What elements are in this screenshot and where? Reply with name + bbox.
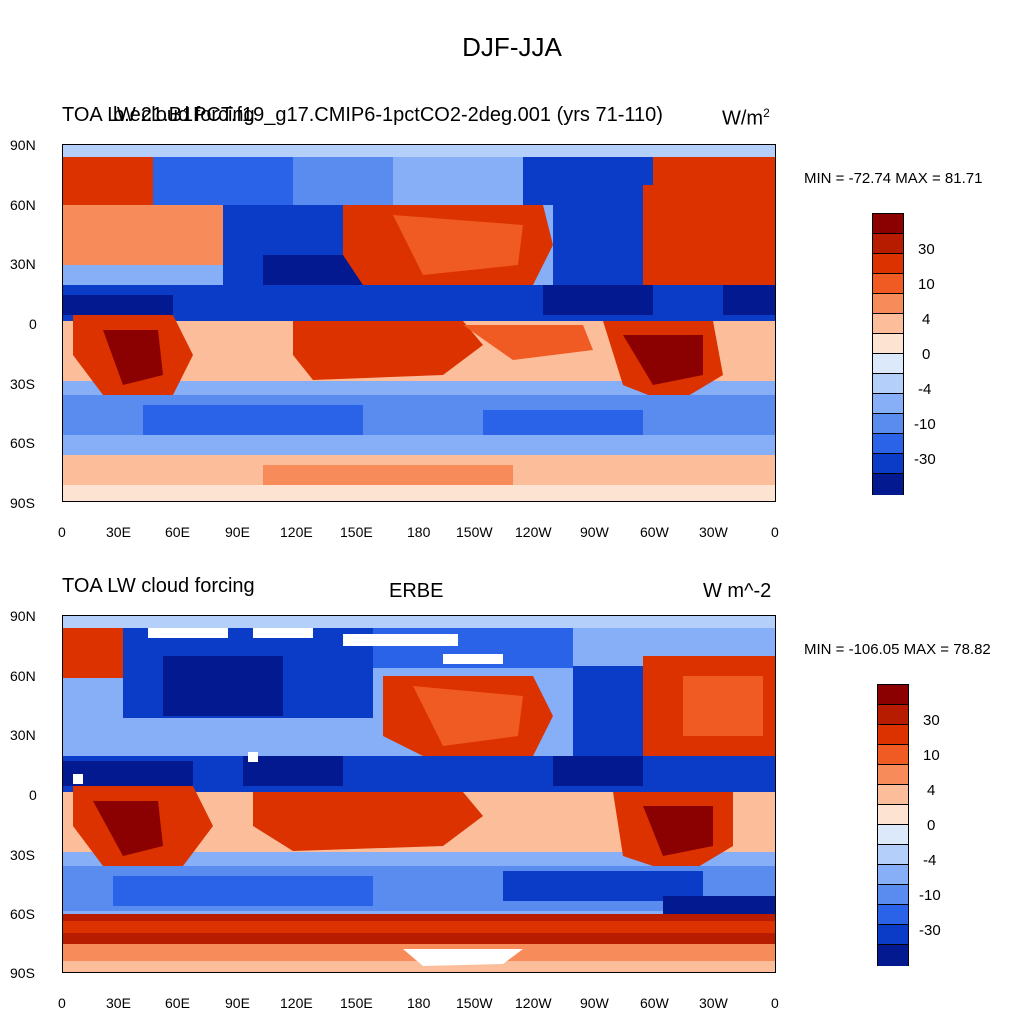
panel2-map bbox=[62, 615, 776, 973]
panel1-lon-tick: 90E bbox=[225, 524, 250, 540]
colorbar-swatch bbox=[878, 905, 908, 925]
colorbar-swatch bbox=[878, 825, 908, 845]
panel1-lat-tick: 30N bbox=[10, 256, 36, 272]
panel2-lon-tick: 150W bbox=[456, 995, 493, 1011]
panel1-lon-tick: 120W bbox=[515, 524, 552, 540]
panel1-lon-tick: 150E bbox=[340, 524, 373, 540]
panel1-colorbar-label: -4 bbox=[918, 381, 932, 398]
panel1-colorbar-label: -30 bbox=[914, 451, 936, 468]
panel2-colorbar-label: -10 bbox=[919, 887, 941, 904]
colorbar-swatch bbox=[873, 234, 903, 254]
panel2-lon-tick: 150E bbox=[340, 995, 373, 1011]
colorbar-swatch bbox=[878, 885, 908, 905]
panel2-lon-tick: 30W bbox=[699, 995, 728, 1011]
panel2-colorbar-label: 10 bbox=[923, 747, 940, 764]
colorbar-swatch bbox=[873, 374, 903, 394]
panel1-lat-tick: 90S bbox=[10, 495, 35, 511]
panel1-colorbar bbox=[872, 213, 904, 495]
panel2-lon-tick: 60E bbox=[165, 995, 190, 1011]
panel1-center-title: b.e21.B1PCT.f19_g17.CMIP6-1pctCO2-2deg.0… bbox=[113, 104, 663, 126]
panel2-lat-tick: 60S bbox=[10, 906, 35, 922]
colorbar-swatch bbox=[873, 414, 903, 434]
panel2-lat-tick: 60N bbox=[10, 668, 36, 684]
panel2-lon-tick: 180 bbox=[407, 995, 431, 1011]
colorbar-swatch bbox=[873, 394, 903, 414]
panel2-left-title: TOA LW cloud forcing bbox=[62, 575, 255, 597]
panel1-units-base: W/m bbox=[722, 107, 764, 130]
panel2-lon-tick: 90W bbox=[580, 995, 609, 1011]
colorbar-swatch bbox=[878, 925, 908, 945]
panel2-colorbar-label: 0 bbox=[927, 817, 936, 834]
panel1-lon-tick: 120E bbox=[280, 524, 313, 540]
colorbar-swatch bbox=[878, 745, 908, 765]
colorbar-swatch bbox=[878, 705, 908, 725]
panel1-lat-tick: 0 bbox=[29, 316, 37, 332]
colorbar-swatch bbox=[878, 725, 908, 745]
panel1-lat-tick: 60S bbox=[10, 435, 35, 451]
colorbar-swatch bbox=[873, 314, 903, 334]
colorbar-swatch bbox=[873, 274, 903, 294]
panel1-lon-tick: 0 bbox=[58, 524, 66, 540]
colorbar-swatch bbox=[873, 214, 903, 234]
colorbar-swatch bbox=[873, 474, 903, 495]
panel2-field bbox=[63, 616, 775, 972]
panel1-colorbar-label: 4 bbox=[922, 311, 931, 328]
colorbar-swatch bbox=[873, 434, 903, 454]
panel1-lon-tick: 60W bbox=[640, 524, 669, 540]
panel2-lat-tick: 90S bbox=[10, 965, 35, 981]
panel2-lon-tick: 120E bbox=[280, 995, 313, 1011]
panel1-lon-tick: 30E bbox=[106, 524, 131, 540]
panel1-lon-tick: 0 bbox=[771, 524, 779, 540]
panel2-lat-tick: 0 bbox=[29, 787, 37, 803]
panel1-left-title: TOA LW cloud forcing bbox=[62, 104, 255, 126]
colorbar-swatch bbox=[878, 765, 908, 785]
colorbar-swatch bbox=[878, 945, 908, 966]
panel2-center-title: ERBE bbox=[389, 580, 444, 602]
panel2-units: W m^-2 bbox=[703, 580, 772, 602]
panel2-colorbar-label: -30 bbox=[919, 922, 941, 939]
panel1-minmax: MIN = -72.74 MAX = 81.71 bbox=[804, 170, 983, 187]
panel1-lon-tick: 30W bbox=[699, 524, 728, 540]
panel1-colorbar-label: -10 bbox=[914, 416, 936, 433]
panel1-colorbar-label: 30 bbox=[918, 241, 935, 258]
panel1-lon-tick: 180 bbox=[407, 524, 431, 540]
panel2-lon-tick: 30E bbox=[106, 995, 131, 1011]
panel2-lon-tick: 120W bbox=[515, 995, 552, 1011]
panel1-units-sup: 2 bbox=[763, 106, 770, 120]
panel2-lat-tick: 30N bbox=[10, 727, 36, 743]
panel1-lat-tick: 90N bbox=[10, 137, 36, 153]
panel1-lat-tick: 60N bbox=[10, 197, 36, 213]
colorbar-swatch bbox=[878, 685, 908, 705]
colorbar-swatch bbox=[878, 785, 908, 805]
panel1-lat-tick: 30S bbox=[10, 376, 35, 392]
panel1-colorbar-label: 0 bbox=[922, 346, 931, 363]
panel2-lon-tick: 0 bbox=[771, 995, 779, 1011]
panel2-colorbar-label: -4 bbox=[923, 852, 937, 869]
panel2-colorbar-label: 30 bbox=[923, 712, 940, 729]
panel2-colorbar bbox=[877, 684, 909, 966]
panel2-minmax: MIN = -106.05 MAX = 78.82 bbox=[804, 641, 991, 658]
panel1-lon-tick: 150W bbox=[456, 524, 493, 540]
panel1-map bbox=[62, 144, 776, 502]
panel2-lat-tick: 30S bbox=[10, 847, 35, 863]
panel2-lon-tick: 0 bbox=[58, 995, 66, 1011]
colorbar-swatch bbox=[873, 294, 903, 314]
panel1-units: W/m2 bbox=[722, 106, 770, 131]
colorbar-swatch bbox=[873, 254, 903, 274]
figure-title: DJF-JJA bbox=[462, 32, 562, 62]
panel1-lon-tick: 90W bbox=[580, 524, 609, 540]
panel2-colorbar-label: 4 bbox=[927, 782, 936, 799]
colorbar-swatch bbox=[873, 454, 903, 474]
colorbar-swatch bbox=[873, 354, 903, 374]
colorbar-swatch bbox=[878, 805, 908, 825]
panel2-lon-tick: 60W bbox=[640, 995, 669, 1011]
panel1-lon-tick: 60E bbox=[165, 524, 190, 540]
panel2-lat-tick: 90N bbox=[10, 608, 36, 624]
colorbar-swatch bbox=[878, 845, 908, 865]
colorbar-swatch bbox=[873, 334, 903, 354]
panel1-colorbar-label: 10 bbox=[918, 276, 935, 293]
panel1-field bbox=[63, 145, 775, 501]
panel2-lon-tick: 90E bbox=[225, 995, 250, 1011]
colorbar-swatch bbox=[878, 865, 908, 885]
